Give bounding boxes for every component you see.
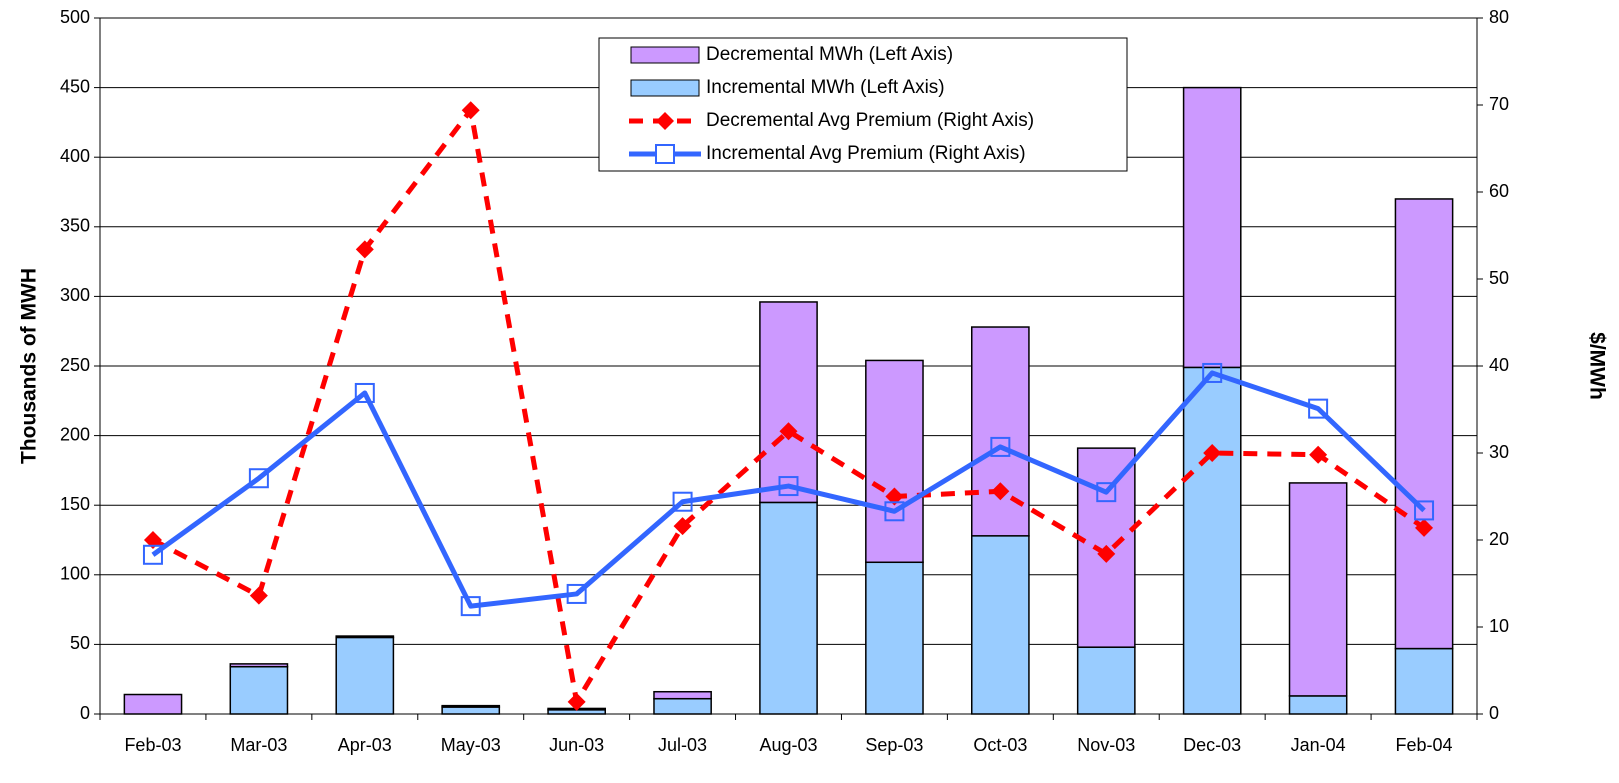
y2-tick-label: 70	[1489, 94, 1509, 114]
marker	[1415, 518, 1434, 537]
y2-tick-label: 30	[1489, 442, 1509, 462]
marker	[1308, 398, 1329, 419]
marker	[248, 468, 269, 489]
marker	[1414, 500, 1435, 521]
marker	[885, 487, 904, 506]
marker	[779, 422, 798, 441]
bar	[123, 693, 183, 715]
bar	[335, 635, 395, 639]
x-tick-label: Jun-03	[549, 735, 604, 755]
y2-tick-label: 40	[1489, 355, 1509, 375]
marker	[1096, 482, 1117, 503]
y-axis-title: Thousands of MWH	[18, 268, 41, 464]
marker	[355, 240, 374, 259]
y-tick-label: 100	[60, 564, 90, 584]
marker	[991, 482, 1010, 501]
marker	[143, 531, 162, 549]
y-tick-label: 50	[70, 633, 90, 653]
bar	[1182, 86, 1242, 369]
y2-tick-label: 0	[1489, 703, 1499, 723]
x-tick-label: Dec-03	[1183, 735, 1241, 755]
marker	[990, 436, 1011, 457]
bar	[441, 706, 501, 715]
legend-swatch	[630, 46, 700, 64]
x-tick-label: Apr-03	[338, 735, 392, 755]
marker	[567, 692, 586, 711]
y-tick-label: 250	[60, 355, 90, 375]
y-tick-label: 400	[60, 146, 90, 166]
marker	[672, 491, 693, 512]
bar	[441, 704, 501, 708]
y-tick-label: 0	[80, 703, 90, 723]
marker	[249, 586, 268, 605]
x-tick-label: Nov-03	[1077, 735, 1135, 755]
marker	[142, 544, 163, 565]
bar	[1076, 646, 1136, 715]
y2-tick-label: 60	[1489, 181, 1509, 201]
x-tick-label: May-03	[441, 735, 501, 755]
marker	[884, 501, 905, 522]
bar	[229, 665, 289, 715]
y-tick-label: 150	[60, 494, 90, 514]
y-tick-label: 200	[60, 424, 90, 444]
y2-tick-label: 80	[1489, 7, 1509, 27]
marker	[673, 517, 692, 536]
marker	[460, 596, 481, 617]
x-tick-label: Jan-04	[1291, 735, 1346, 755]
x-tick-label: Aug-03	[759, 735, 817, 755]
bar	[1288, 482, 1348, 697]
legend-swatch	[630, 79, 700, 97]
bar	[759, 301, 818, 504]
y2-tick-label: 50	[1489, 268, 1509, 288]
bar	[229, 663, 289, 668]
legend-label: Incremental MWh (Left Axis)	[706, 77, 945, 98]
bar	[653, 697, 712, 715]
bar	[1394, 198, 1454, 650]
marker	[1203, 444, 1222, 462]
bar	[1394, 647, 1454, 715]
bar	[759, 501, 818, 715]
y2-tick-label: 20	[1489, 529, 1509, 549]
x-tick-label: Oct-03	[973, 735, 1027, 755]
y-tick-label: 450	[60, 76, 90, 96]
marker	[1309, 445, 1328, 464]
bar	[1288, 695, 1348, 715]
bar	[1182, 366, 1242, 715]
bar	[865, 359, 924, 564]
y-tick-label: 500	[60, 7, 90, 27]
bar	[335, 636, 395, 715]
y-tick-label: 300	[60, 285, 90, 305]
marker	[461, 101, 480, 120]
marker	[354, 382, 375, 403]
marker	[1097, 544, 1116, 563]
line	[151, 370, 1426, 609]
marker	[778, 476, 799, 497]
legend-marker	[656, 112, 674, 130]
legend-label: Decremental Avg Premium (Right Axis)	[706, 110, 1034, 131]
y2-axis-title: $/MWh	[1585, 332, 1608, 400]
legend-marker	[655, 144, 675, 164]
x-tick-label: Jul-03	[658, 735, 707, 755]
bar	[865, 561, 924, 715]
marker	[566, 583, 587, 604]
marker	[1202, 362, 1223, 383]
x-tick-label: Feb-03	[124, 735, 181, 755]
bar	[970, 535, 1030, 715]
y-tick-label: 350	[60, 216, 90, 236]
y2-tick-label: 10	[1489, 616, 1509, 636]
legend-label: Incremental Avg Premium (Right Axis)	[706, 143, 1026, 164]
x-tick-label: Sep-03	[865, 735, 923, 755]
x-tick-label: Feb-04	[1396, 735, 1453, 755]
x-tick-label: Mar-03	[230, 735, 287, 755]
legend-label: Decremental MWh (Left Axis)	[706, 44, 953, 65]
bar	[653, 690, 712, 700]
